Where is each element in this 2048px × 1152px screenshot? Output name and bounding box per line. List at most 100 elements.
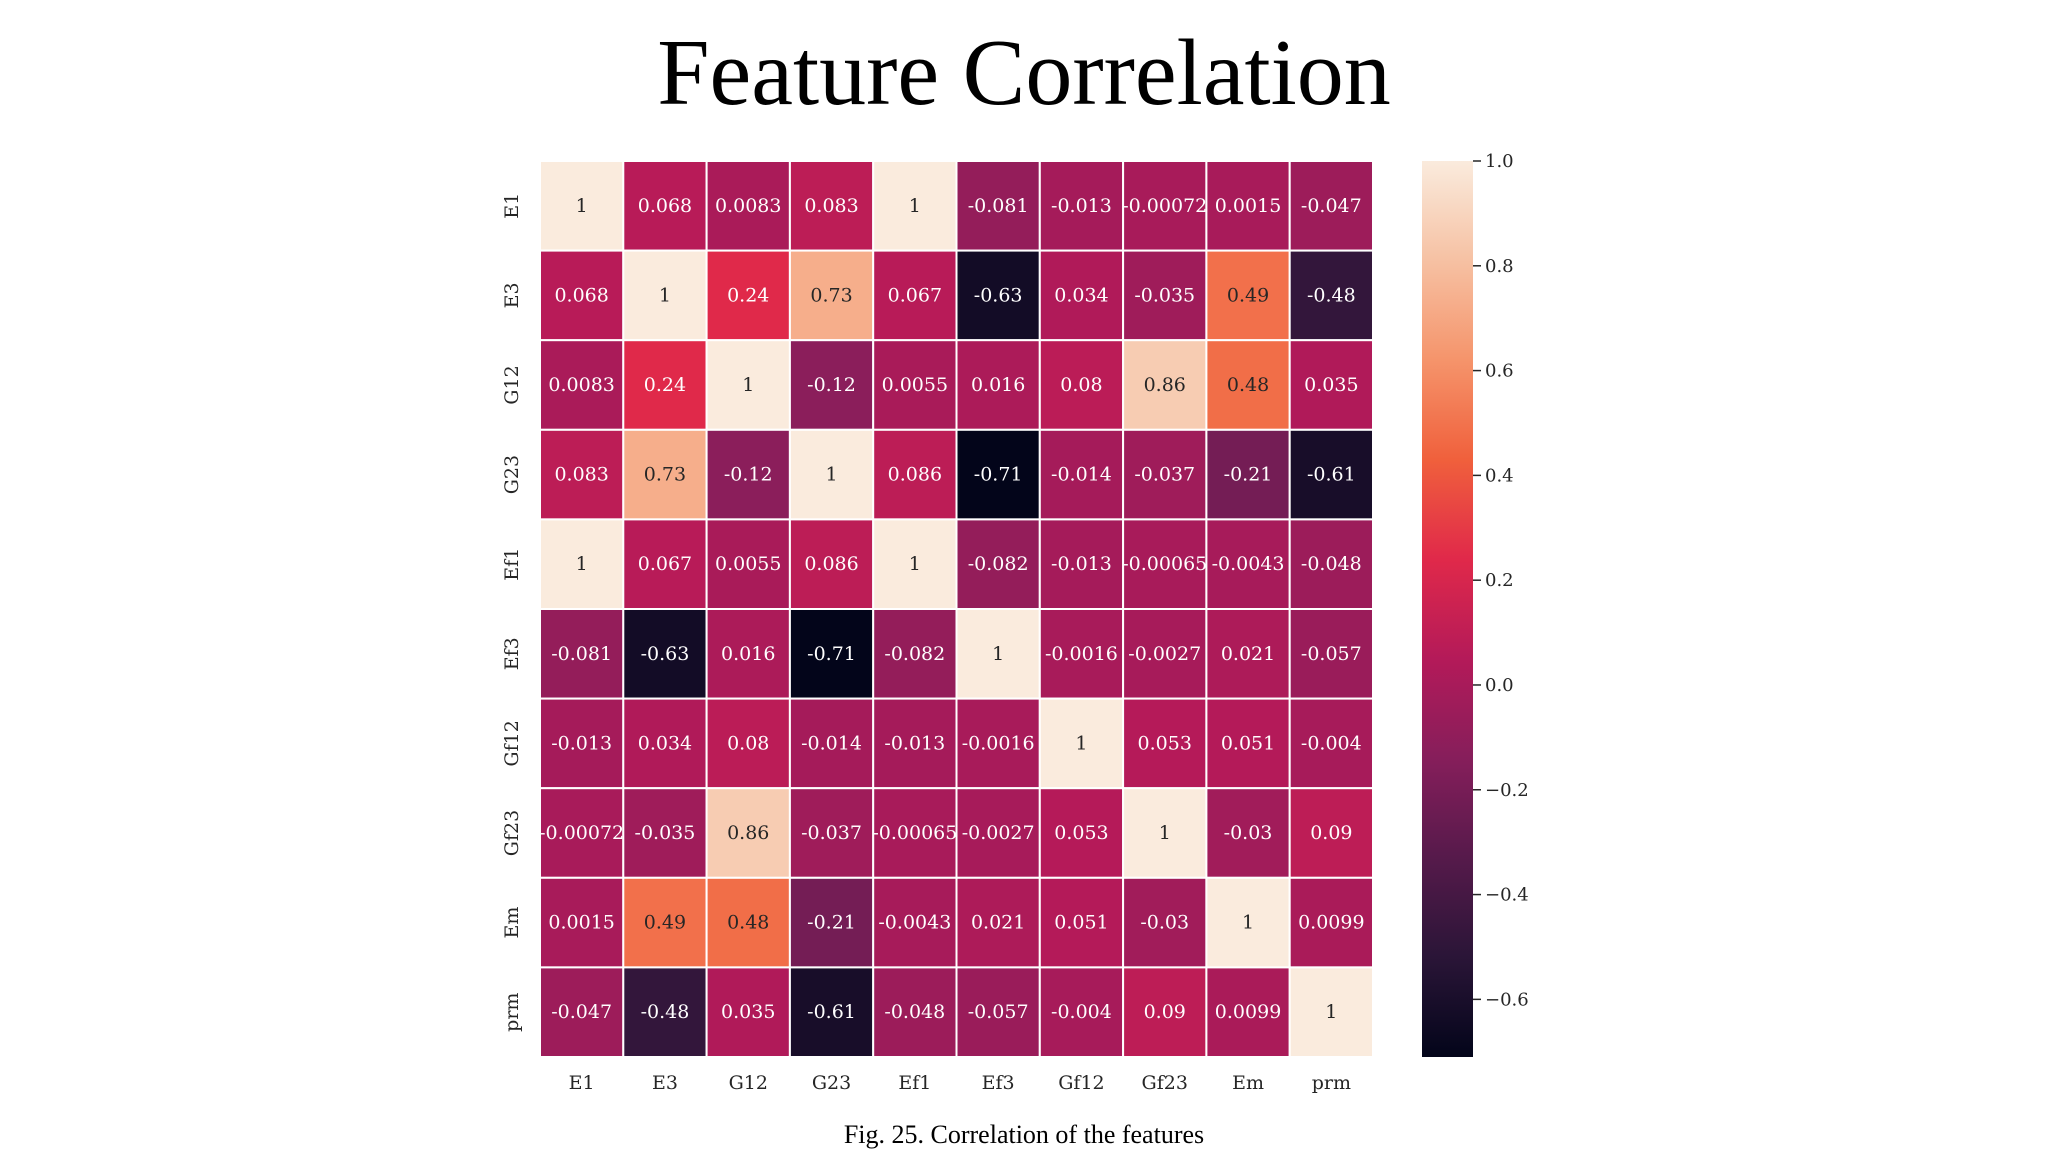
heatmap-cell-E1-E3 — [622, 160, 708, 252]
heatmap-value-label: 0.24 — [644, 374, 686, 396]
x-tick-label: Ef3 — [982, 1072, 1015, 1094]
heatmap-cell-prm-Em — [1205, 966, 1291, 1059]
heatmap-cell-E1-Em — [1205, 160, 1291, 252]
heatmap-value-label: -0.00065 — [1122, 553, 1207, 575]
heatmap-cell-Ef1-Em — [1205, 518, 1291, 611]
heatmap-value-label: -0.00072 — [1122, 195, 1207, 217]
heatmap-cell-Gf12-G12 — [705, 697, 791, 790]
heatmap-value-label: -0.035 — [1134, 284, 1195, 306]
heatmap-value-label: -0.0016 — [1045, 643, 1118, 665]
heatmap-value-label: -0.037 — [1134, 464, 1195, 486]
heatmap-cell-E1-G12 — [705, 160, 791, 252]
x-tick-label: Ef1 — [898, 1072, 931, 1094]
heatmap-value-label: -0.004 — [1051, 1001, 1112, 1023]
heatmap-cell-E3-G23 — [788, 249, 875, 342]
heatmap-value-label: 0.09 — [1310, 822, 1352, 844]
heatmap-value-label: 0.016 — [721, 643, 775, 665]
heatmap-value-label: 0.034 — [638, 732, 692, 754]
heatmap-value-label: 0.24 — [727, 284, 769, 306]
heatmap-value-label: -0.057 — [968, 1001, 1029, 1023]
heatmap-cell-Ef1-E1 — [539, 518, 625, 611]
heatmap-value-label: -0.082 — [968, 553, 1029, 575]
heatmap-value-label: -0.013 — [551, 732, 612, 754]
heatmap-value-label: 0.08 — [727, 732, 769, 754]
heatmap-value-label: 0.086 — [888, 464, 942, 486]
heatmap-cell-prm-G23 — [788, 966, 875, 1059]
heatmap-cell-G12-Ef1 — [872, 339, 958, 431]
heatmap-cell-Ef1-Gf12 — [1038, 518, 1125, 611]
heatmap-value-label: -0.63 — [974, 284, 1023, 306]
heatmap-value-label: 0.48 — [1227, 374, 1269, 396]
heatmap-cell-G12-G12 — [705, 339, 791, 431]
x-tick-label: Em — [1232, 1072, 1264, 1094]
heatmap-cell-prm-G12 — [705, 966, 791, 1059]
heatmap-cell-E3-Gf23 — [1122, 249, 1208, 342]
heatmap-cell-E3-Em — [1205, 249, 1291, 342]
heatmap-cell-Gf12-G23 — [788, 697, 875, 790]
heatmap-value-label: -0.0043 — [878, 912, 951, 934]
heatmap-cell-G12-prm — [1288, 339, 1374, 431]
colorbar-tick-label: 0.6 — [1485, 361, 1514, 382]
heatmap-cell-Gf23-Ef3 — [955, 787, 1041, 879]
heatmap-value-label: 0.083 — [804, 195, 858, 217]
heatmap-cell-Ef3-Gf23 — [1122, 608, 1208, 700]
y-tick-label: E1 — [501, 193, 523, 219]
heatmap-value-label: 0.0015 — [548, 912, 614, 934]
heatmap-cell-G12-Em — [1205, 339, 1291, 431]
heatmap-value-label: 0.49 — [1227, 284, 1269, 306]
heatmap-value-label: -0.00065 — [872, 822, 957, 844]
heatmap-cells — [539, 160, 1374, 1059]
heatmap-value-label: -0.48 — [641, 1001, 690, 1023]
heatmap-cell-prm-E3 — [622, 966, 708, 1059]
heatmap-value-label: -0.0027 — [962, 822, 1035, 844]
heatmap-cell-Ef1-Ef1 — [872, 518, 958, 611]
heatmap-value-label: -0.0027 — [1128, 643, 1201, 665]
heatmap-cell-prm-prm — [1288, 966, 1374, 1059]
heatmap-cell-Ef1-G12 — [705, 518, 791, 611]
heatmap-value-label: -0.047 — [551, 1001, 612, 1023]
heatmap-cell-Gf23-prm — [1288, 787, 1374, 879]
heatmap-value-label: 0.0055 — [882, 374, 948, 396]
heatmap-value-label: -0.057 — [1301, 643, 1362, 665]
heatmap-cell-E3-E3 — [622, 249, 708, 342]
heatmap-cell-Em-prm — [1288, 876, 1374, 969]
heatmap-cell-Ef3-Ef3 — [955, 608, 1041, 700]
heatmap-cell-Ef1-Gf23 — [1122, 518, 1208, 611]
heatmap-value-label: -0.21 — [1224, 464, 1273, 486]
colorbar-tick-label: −0.4 — [1485, 885, 1529, 906]
heatmap-value-label: -0.0016 — [962, 732, 1035, 754]
colorbar-tick-label: 0.2 — [1485, 570, 1514, 591]
heatmap-cell-prm-Gf23 — [1122, 966, 1208, 1059]
heatmap-cell-Em-Ef3 — [955, 876, 1041, 969]
heatmap-value-label: 0.035 — [1304, 374, 1358, 396]
heatmap-value-label: 0.0055 — [715, 553, 781, 575]
colorbar-tick-label: 1.0 — [1485, 151, 1514, 172]
heatmap-value-label: 1 — [576, 195, 588, 217]
colorbar-tick-label: −0.6 — [1485, 989, 1529, 1010]
heatmap-value-label: -0.61 — [1307, 464, 1356, 486]
heatmap-value-label: -0.037 — [801, 822, 862, 844]
heatmap-value-label: -0.0043 — [1212, 553, 1285, 575]
page-title: Feature Correlation — [657, 21, 1391, 125]
heatmap-cell-Ef3-prm — [1288, 608, 1374, 700]
heatmap-value-label: 0.09 — [1144, 1001, 1186, 1023]
heatmap-cell-G23-Em — [1205, 428, 1291, 521]
heatmap-value-label: 0.48 — [727, 912, 769, 934]
x-tick-label: G12 — [729, 1072, 768, 1094]
heatmap-value-label: 1 — [909, 195, 921, 217]
heatmap-cell-G12-E3 — [622, 339, 708, 431]
heatmap-value-label: 0.0015 — [1215, 195, 1281, 217]
heatmap-value-label: -0.63 — [641, 643, 690, 665]
figure-caption: Fig. 25. Correlation of the features — [843, 1120, 1205, 1149]
heatmap-cell-G23-E1 — [539, 428, 625, 521]
heatmap-value-label: 1 — [909, 553, 921, 575]
y-tick-label: E3 — [501, 282, 523, 308]
x-axis-tick-labels: E1 E3 G12 G23 Ef1 Ef3 Gf12 Gf23 Em prm — [569, 1072, 1351, 1094]
heatmap-value-label: 1 — [1075, 732, 1087, 754]
heatmap-cell-E3-Ef3 — [955, 249, 1041, 342]
heatmap-value-label: 0.086 — [804, 553, 858, 575]
heatmap-cell-Gf12-Gf23 — [1122, 697, 1208, 790]
x-tick-label: G23 — [812, 1072, 851, 1094]
heatmap-cell-G12-Ef3 — [955, 339, 1041, 431]
